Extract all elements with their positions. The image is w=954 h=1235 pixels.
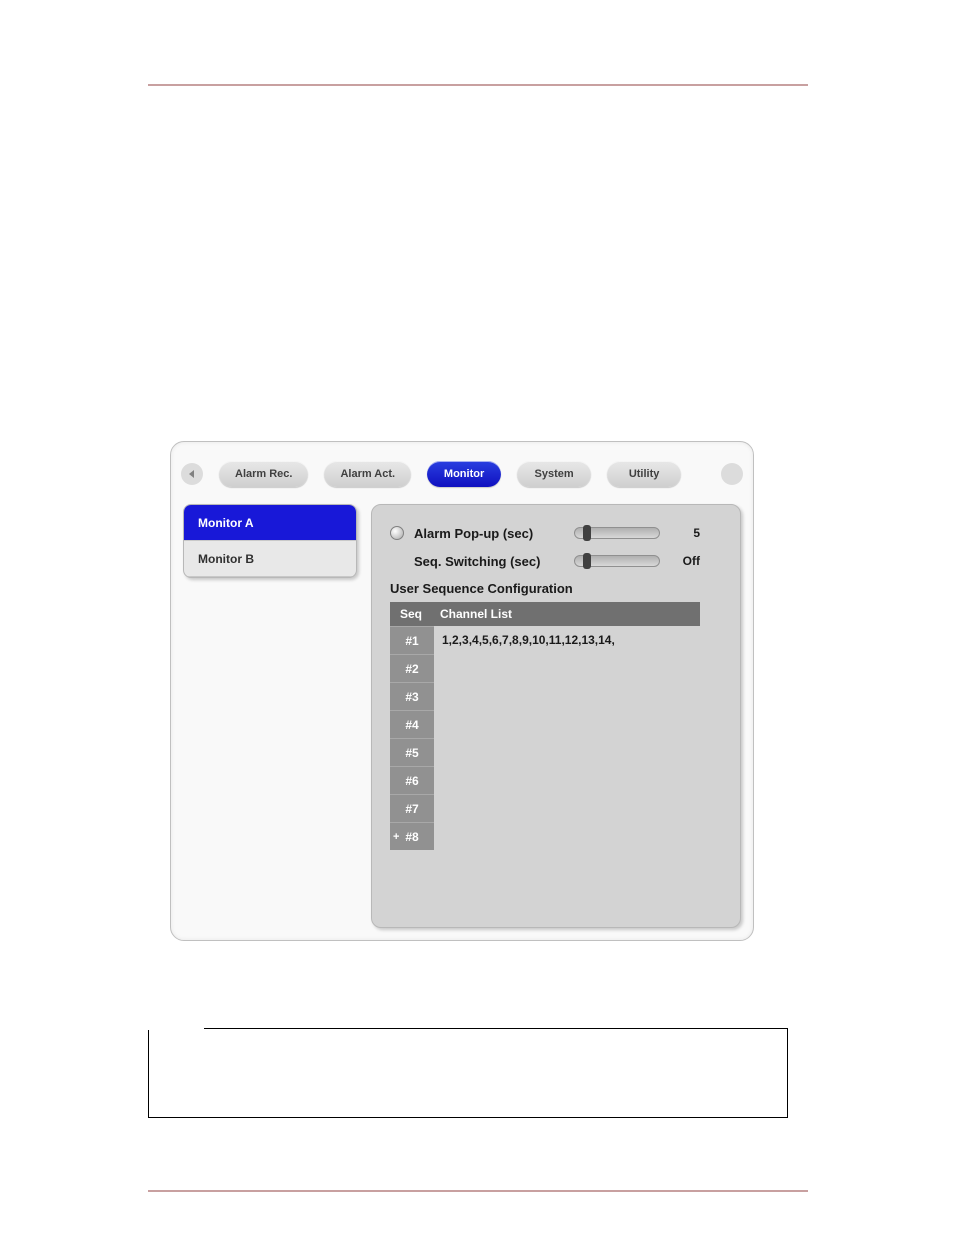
sequence-number-cell: #7: [390, 794, 434, 822]
plus-icon: +: [393, 831, 399, 843]
sequence-row[interactable]: #7: [390, 794, 700, 822]
slider-thumb[interactable]: [583, 525, 591, 541]
tab-alarm-rec[interactable]: Alarm Rec.: [219, 461, 308, 487]
alarm-popup-row: Alarm Pop-up (sec) 5: [390, 519, 722, 547]
sequence-number-cell: #4: [390, 710, 434, 738]
tab-alarm-act[interactable]: Alarm Act.: [324, 461, 411, 487]
tab-label: Alarm Act.: [340, 468, 395, 480]
user-sequence-title: User Sequence Configuration: [390, 581, 722, 596]
monitor-sidebar: Monitor A Monitor B: [183, 504, 357, 578]
sidebar-item-label: Monitor B: [198, 552, 254, 566]
sequence-number-cell: #3: [390, 682, 434, 710]
sidebar-item-monitor-a[interactable]: Monitor A: [184, 505, 356, 541]
sequence-row[interactable]: #6: [390, 766, 700, 794]
alarm-popup-slider[interactable]: [574, 527, 660, 539]
tab-label: Utility: [629, 468, 660, 480]
tab-monitor[interactable]: Monitor: [427, 461, 501, 487]
sequence-number-cell: #2: [390, 654, 434, 682]
sequence-number-cell: #6: [390, 766, 434, 794]
sequence-number-cell: #1: [390, 626, 434, 654]
sidebar-item-monitor-b[interactable]: Monitor B: [184, 541, 356, 577]
alarm-popup-radio[interactable]: [390, 526, 404, 540]
tab-system[interactable]: System: [517, 461, 591, 487]
tab-utility[interactable]: Utility: [607, 461, 681, 487]
alarm-popup-value: 5: [670, 526, 700, 540]
seq-header-seq: Seq: [390, 607, 434, 621]
sequence-row[interactable]: #8+: [390, 822, 700, 850]
horizontal-rule-bottom: [148, 1190, 808, 1192]
sequence-number-cell: #5: [390, 738, 434, 766]
seq-header-channel-list: Channel List: [434, 607, 700, 621]
sequence-row[interactable]: #2: [390, 654, 700, 682]
sequence-row[interactable]: #5: [390, 738, 700, 766]
sequence-number-cell: #8+: [390, 822, 434, 850]
sequence-channel-list-cell: 1,2,3,4,5,6,7,8,9,10,11,12,13,14,: [434, 633, 700, 647]
note-box: [148, 1028, 788, 1118]
sequence-table: Seq Channel List #11,2,3,4,5,6,7,8,9,10,…: [390, 602, 700, 850]
slider-thumb[interactable]: [583, 553, 591, 569]
note-box-gap: [148, 1027, 204, 1030]
seq-switching-value: Off: [670, 554, 700, 568]
seq-switching-slider[interactable]: [574, 555, 660, 567]
sequence-table-header: Seq Channel List: [390, 602, 700, 626]
sequence-row[interactable]: #4: [390, 710, 700, 738]
nav-prev-button[interactable]: [181, 463, 203, 485]
tab-label: System: [535, 468, 574, 480]
tab-label: Alarm Rec.: [235, 468, 292, 480]
monitor-settings-content: Alarm Pop-up (sec) 5 Seq. Switching (sec…: [371, 504, 741, 928]
settings-panel: Alarm Rec. Alarm Act. Monitor System Uti…: [170, 441, 754, 941]
sidebar-item-label: Monitor A: [198, 516, 254, 530]
seq-switching-row: Seq. Switching (sec) Off: [390, 547, 722, 575]
alarm-popup-label: Alarm Pop-up (sec): [414, 526, 564, 541]
tab-label: Monitor: [444, 468, 484, 480]
sequence-row[interactable]: #11,2,3,4,5,6,7,8,9,10,11,12,13,14,: [390, 626, 700, 654]
tab-bar: Alarm Rec. Alarm Act. Monitor System Uti…: [181, 456, 743, 492]
horizontal-rule-top: [148, 84, 808, 86]
seq-switching-label: Seq. Switching (sec): [414, 554, 564, 569]
chevron-left-icon: [187, 469, 197, 479]
sequence-row[interactable]: #3: [390, 682, 700, 710]
nav-next-button[interactable]: [721, 463, 743, 485]
